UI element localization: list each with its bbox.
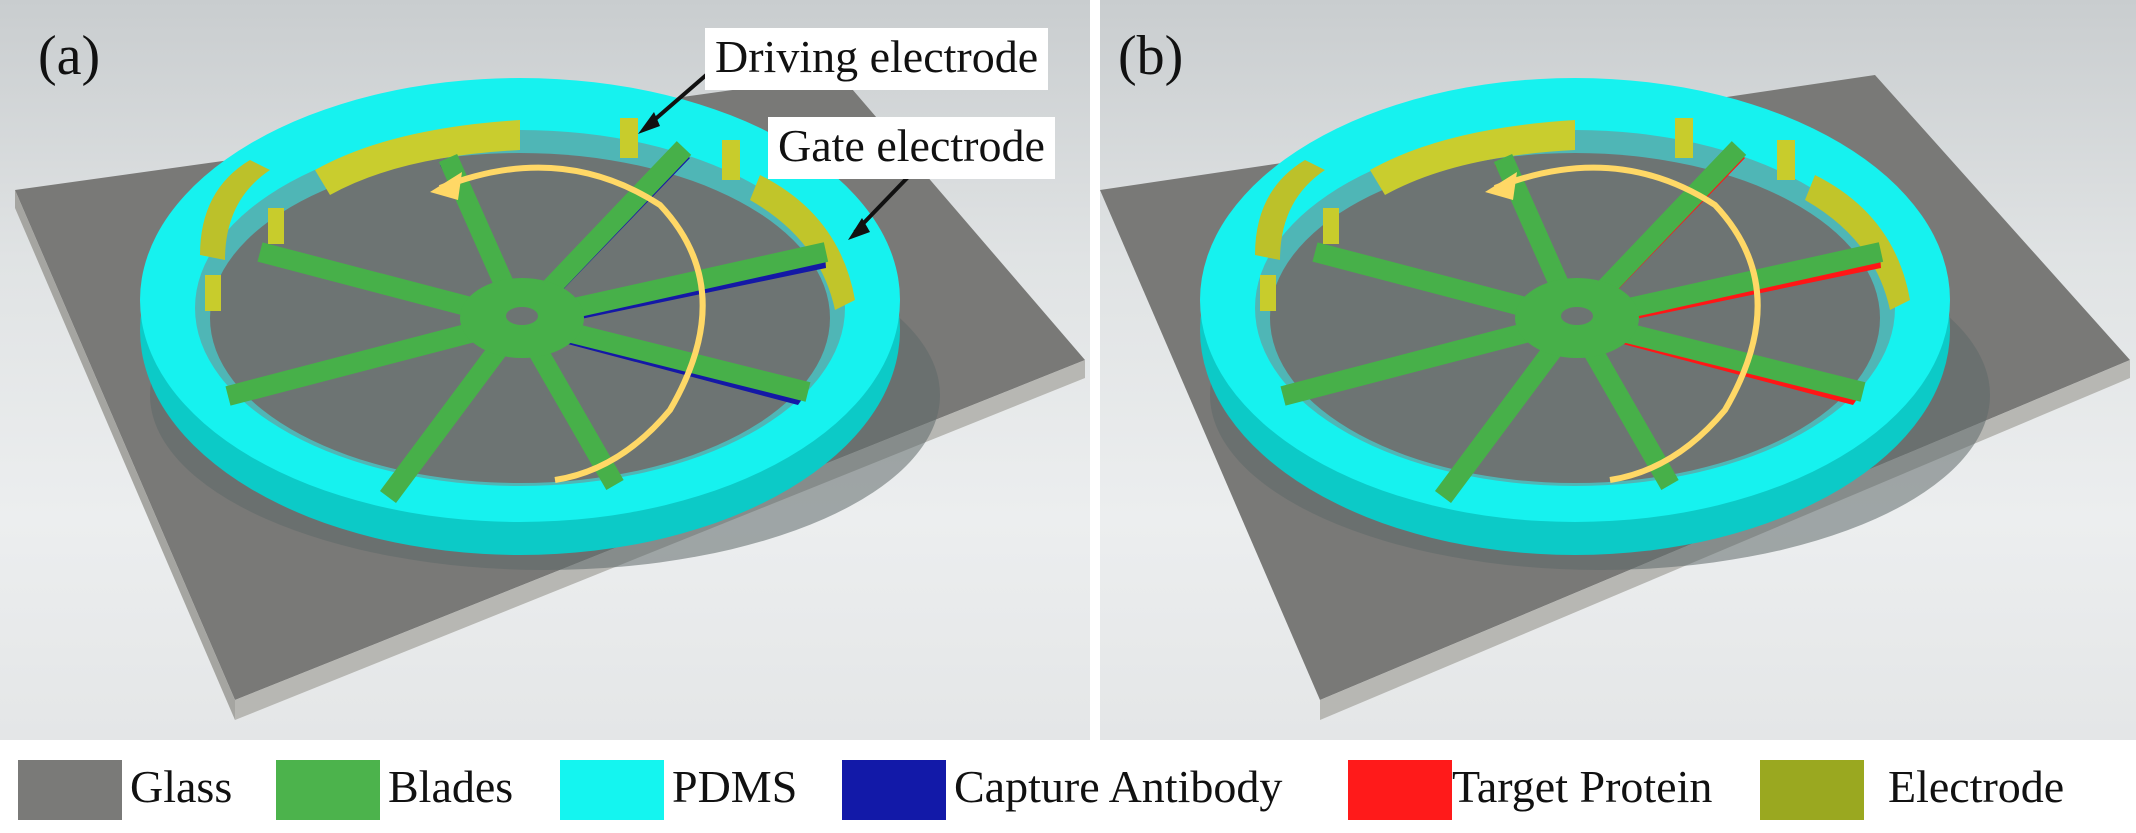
electrode-pad-lower-left: [205, 275, 221, 311]
legend-swatch-capture-antibody: [842, 760, 946, 820]
electrode-pad: [1777, 140, 1795, 180]
electrode-pad-right: [722, 140, 740, 180]
legend-label-pdms: PDMS: [672, 761, 798, 812]
legend-label-glass: Glass: [130, 761, 233, 812]
blade-hub-hole: [1561, 307, 1593, 325]
callout-driving-electrode: Driving electrode: [705, 28, 1049, 90]
device-illustration-a: [15, 68, 1085, 720]
legend: Glass Blades PDMS Capture Antibody Targe…: [0, 748, 2136, 833]
panel-a: (a) Driving electrode Gate electrode: [0, 0, 1090, 740]
device-illustration-b: [1100, 75, 2130, 720]
gate-electrode-arrowhead: [848, 218, 870, 240]
electrode-right: [750, 175, 855, 310]
callout-gate-electrode: Gate electrode: [768, 117, 1055, 179]
legend-label-target-protein: Target Protein: [1452, 761, 1713, 812]
glass-slide-side: [15, 190, 235, 720]
rotation-arrow: [438, 164, 706, 483]
electrode-pad-left: [268, 208, 284, 244]
driving-electrode-arrowhead: [638, 112, 660, 134]
panel-label-b: (b): [1118, 25, 1184, 87]
electrode-pad: [1675, 118, 1693, 158]
legend-label-blades: Blades: [388, 761, 514, 812]
electrode-pad: [1323, 208, 1339, 244]
legend-swatch-electrode: [1760, 760, 1864, 820]
legend-label-electrode: Electrode: [1888, 761, 2065, 812]
electrode-left: [1255, 160, 1325, 260]
panel-b: (b): [1100, 0, 2136, 740]
legend-swatch-pdms: [560, 760, 664, 820]
electrode-right: [1805, 175, 1910, 310]
driving-electrode-pad: [620, 118, 638, 158]
rotation-arrowhead: [430, 172, 462, 200]
electrode-top: [315, 120, 520, 195]
electrode-pad: [1260, 275, 1276, 311]
blade-hub-hole: [506, 307, 538, 325]
electrode-left: [200, 160, 270, 260]
legend-swatch-target-protein: [1348, 760, 1452, 820]
legend-label-capture-antibody: Capture Antibody: [954, 761, 1283, 812]
rotation-arrowhead: [1485, 172, 1517, 200]
electrode-top: [1370, 120, 1575, 195]
rotation-arrow: [1493, 164, 1761, 483]
legend-swatch-blades: [276, 760, 380, 820]
panel-label-a: (a): [38, 25, 101, 87]
legend-swatch-glass: [18, 760, 122, 820]
